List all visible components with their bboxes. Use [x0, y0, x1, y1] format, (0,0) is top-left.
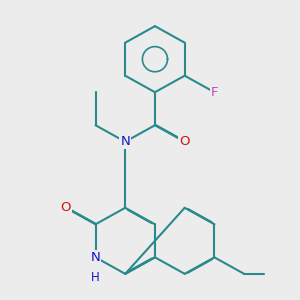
Text: N: N	[120, 135, 130, 148]
Text: F: F	[211, 86, 218, 99]
Text: O: O	[61, 201, 71, 214]
Text: N: N	[91, 251, 100, 264]
Text: O: O	[179, 135, 190, 148]
Text: H: H	[91, 271, 99, 284]
